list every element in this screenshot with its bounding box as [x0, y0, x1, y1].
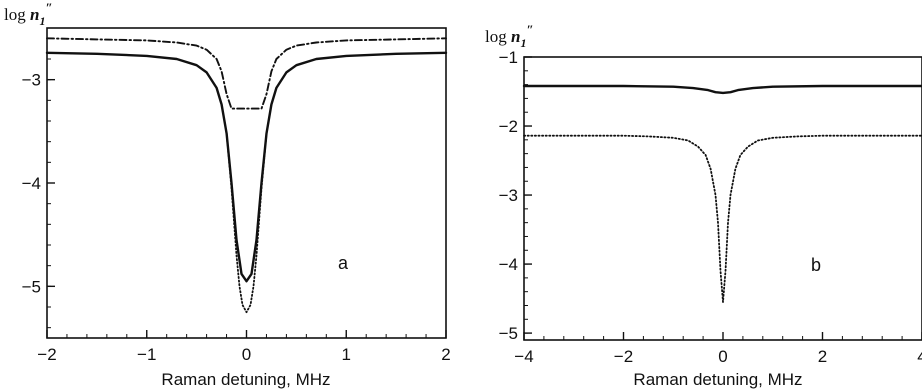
y-tick-label: −5 [22, 277, 41, 296]
series-dotted-line [225, 132, 268, 314]
panel-b-ticks: −4 −2 0 2 4 −1 −2 −3 −4 −5 [499, 48, 922, 366]
series-dotted-line [523, 134, 922, 303]
y-tick-label: −2 [499, 117, 518, 136]
panel-b-xlabel: Raman detuning, MHz [633, 370, 802, 389]
series-solid-line [522, 84, 922, 95]
x-tick-label: 1 [342, 345, 351, 364]
x-tick-label: −2 [37, 345, 56, 364]
panel-a-xlabel: Raman detuning, MHz [161, 370, 330, 389]
series-dashdot-line [46, 37, 447, 110]
panel-a-ylabel: log n1″ [4, 0, 53, 28]
y-tick-label: −3 [22, 71, 41, 90]
panel-a-frame [46, 27, 447, 339]
panel-b-tag: b [811, 255, 821, 275]
series-solid-line [45, 51, 448, 283]
panel-b-ylabel: log n1″ [485, 22, 534, 50]
x-tick-label: 0 [242, 345, 251, 364]
x-tick-label: −4 [514, 347, 533, 366]
x-tick-label: −1 [137, 345, 156, 364]
panel-a-series [45, 37, 448, 314]
x-tick-label: 2 [818, 347, 827, 366]
x-tick-label: 4 [917, 347, 922, 366]
panel-a: log n1″ −2 −1 0 1 2 −3 −4 −5 Raman detuning, MH… [4, 0, 451, 389]
panel-b-series [522, 84, 922, 303]
y-tick-label: −3 [499, 186, 518, 205]
y-tick-label: −5 [499, 324, 518, 343]
x-tick-label: 0 [718, 347, 727, 366]
y-tick-label: −4 [22, 174, 41, 193]
panel-b: log n1″ −4 −2 0 2 4 −1 −2 −3 −4 −5 Raman detuning… [485, 22, 922, 389]
y-tick-label: −4 [499, 255, 518, 274]
x-tick-label: −2 [614, 347, 633, 366]
panel-a-tag: a [338, 253, 349, 273]
x-tick-label: 2 [441, 345, 450, 364]
panel-a-ticks: −2 −1 0 1 2 −3 −4 −5 [22, 37, 451, 364]
y-tick-label: −1 [499, 48, 518, 67]
